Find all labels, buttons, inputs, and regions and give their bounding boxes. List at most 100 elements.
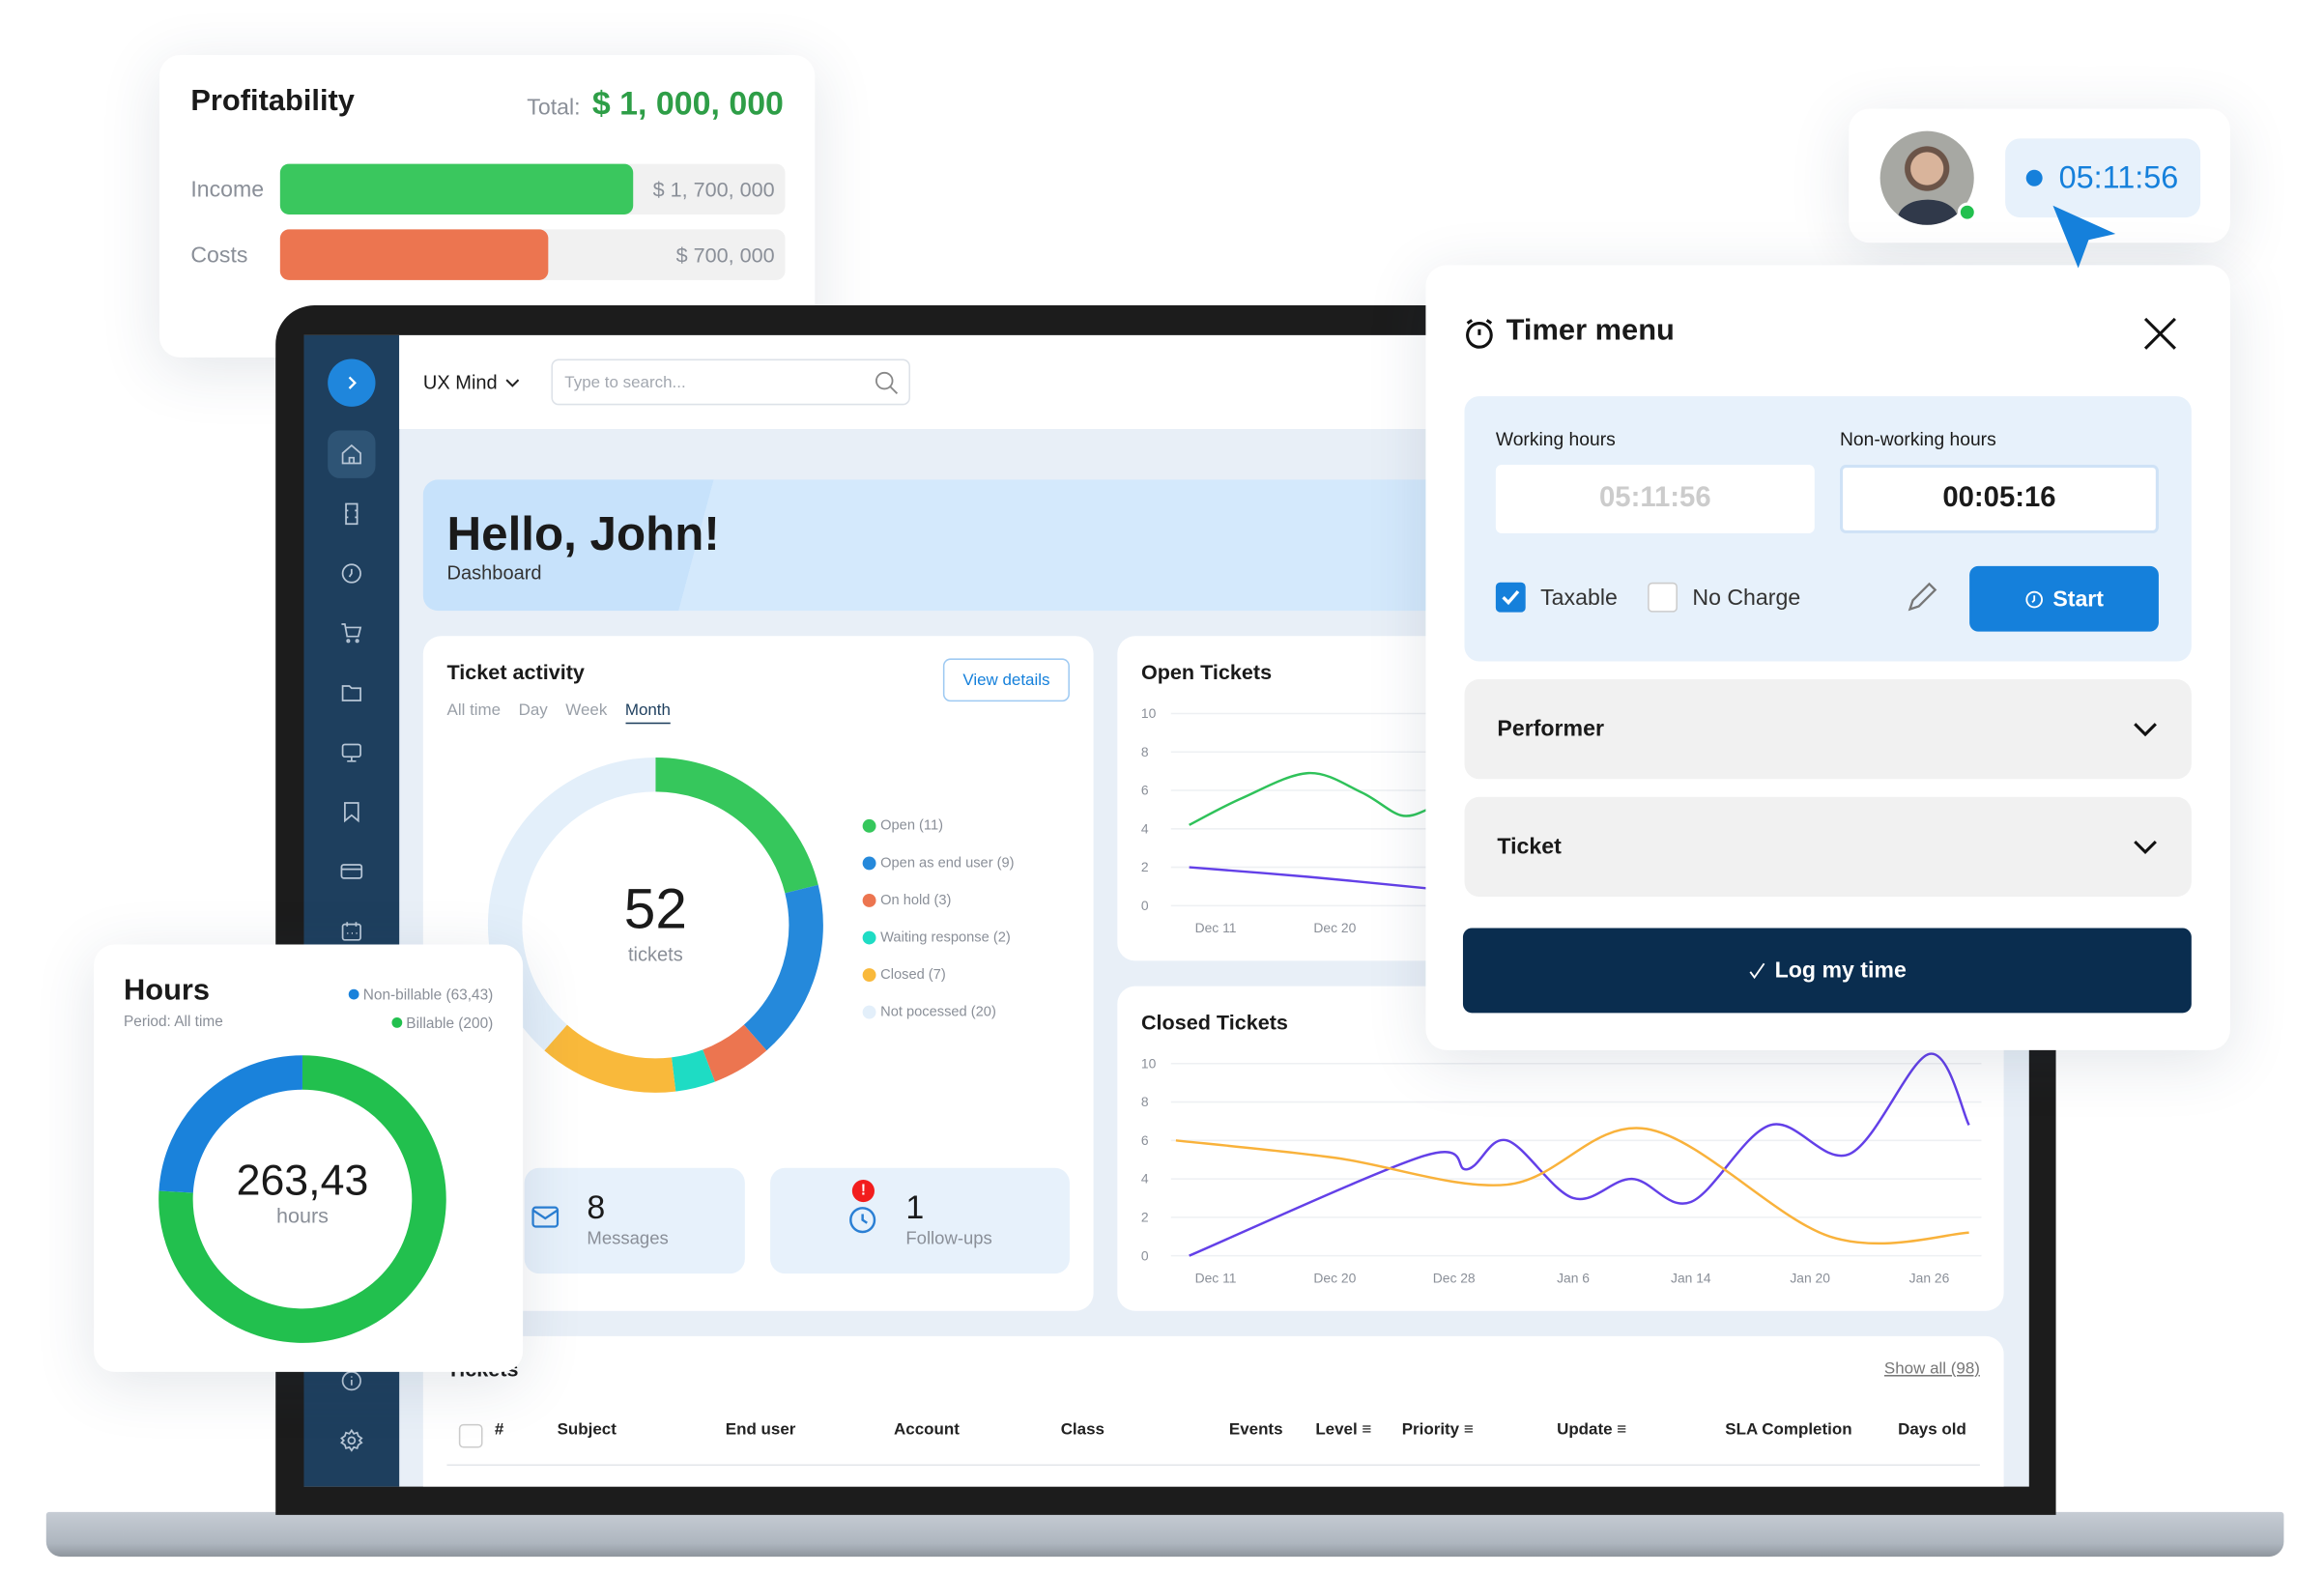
column-header[interactable]: Priority ≡ bbox=[1402, 1421, 1474, 1440]
column-header[interactable]: # bbox=[495, 1421, 503, 1440]
tab-month[interactable]: Month bbox=[624, 701, 671, 725]
y-tick-label: 8 bbox=[1141, 744, 1149, 759]
no-charge-checkbox[interactable] bbox=[1648, 582, 1678, 613]
x-tick-label: Dec 11 bbox=[1195, 1270, 1237, 1285]
pencil-icon[interactable] bbox=[1904, 580, 1939, 615]
legend-label: Not pocessed (20) bbox=[880, 1004, 996, 1021]
alarm-clock-icon bbox=[1466, 319, 1493, 349]
no-charge-label: No Charge bbox=[1692, 585, 1801, 612]
taxable-checkbox[interactable] bbox=[1495, 582, 1526, 613]
tab-day[interactable]: Day bbox=[518, 701, 548, 720]
sidebar-item-monitor[interactable] bbox=[328, 729, 375, 776]
recording-dot bbox=[2025, 169, 2043, 186]
sidebar-item-folder[interactable] bbox=[328, 669, 375, 716]
x-tick-label: Dec 20 bbox=[1313, 1270, 1356, 1285]
ticket-total-unit: tickets bbox=[627, 942, 683, 966]
sidebar-item-ticket[interactable] bbox=[328, 490, 375, 537]
legend-item: Not pocessed (20) bbox=[862, 993, 1015, 1031]
ticket-dropdown[interactable]: Ticket bbox=[1464, 796, 2192, 898]
profit-row-label: Costs bbox=[190, 243, 248, 269]
total-label: Total: bbox=[527, 95, 581, 121]
column-header[interactable]: End user bbox=[726, 1421, 796, 1440]
series-line bbox=[1175, 1127, 1969, 1245]
calendar-icon bbox=[341, 922, 361, 941]
show-all-link[interactable]: Show all (98) bbox=[1883, 1359, 1980, 1379]
close-icon[interactable] bbox=[2142, 316, 2178, 352]
total-value: $ 1, 000, 000 bbox=[591, 84, 784, 123]
column-header[interactable]: Subject bbox=[558, 1421, 617, 1440]
gear-icon bbox=[340, 1428, 363, 1452]
legend-item: Non-billable (63,43) bbox=[348, 982, 493, 1010]
column-header[interactable]: Class bbox=[1061, 1421, 1105, 1440]
column-header[interactable]: Events bbox=[1229, 1421, 1283, 1440]
tab-all-time[interactable]: All time bbox=[446, 701, 502, 720]
legend-label: Non-billable (63,43) bbox=[362, 987, 494, 1005]
profit-bar-fill bbox=[279, 229, 548, 280]
column-header[interactable]: Level ≡ bbox=[1315, 1421, 1371, 1440]
taxable-label: Taxable bbox=[1540, 585, 1618, 612]
tab-week[interactable]: Week bbox=[565, 701, 608, 720]
start-label: Start bbox=[2052, 586, 2105, 612]
x-tick-label: Jan 14 bbox=[1671, 1270, 1711, 1285]
timer-chip[interactable]: 05:11:56 bbox=[2005, 138, 2201, 218]
ticket-legend: Open (11) Open as end user (9) On hold (3)… bbox=[862, 808, 1015, 1031]
table-divider bbox=[446, 1464, 1980, 1467]
nonworking-hours-field[interactable]: 00:05:16 bbox=[1839, 465, 2159, 533]
sidebar-item-cart[interactable] bbox=[328, 610, 375, 657]
view-details-button[interactable]: View details bbox=[942, 658, 1070, 702]
column-label: Account bbox=[894, 1420, 960, 1440]
sidebar-item-card[interactable] bbox=[328, 847, 375, 895]
ticket-activity-card: Ticket activity View details All time Day… bbox=[422, 636, 1094, 1311]
y-tick-label: 4 bbox=[1141, 1171, 1149, 1187]
column-header[interactable]: Update ≡ bbox=[1557, 1421, 1626, 1440]
y-tick-label: 10 bbox=[1141, 1055, 1157, 1071]
select-all-checkbox[interactable] bbox=[458, 1423, 483, 1448]
y-tick-label: 6 bbox=[1141, 783, 1149, 798]
messages-tile[interactable]: 8 Messages bbox=[524, 1167, 745, 1274]
legend-label: Waiting response (2) bbox=[880, 930, 1011, 946]
hours-total: 263,43 bbox=[236, 1157, 369, 1206]
log-my-time-label: Log my time bbox=[1774, 958, 1907, 984]
start-button[interactable]: Start bbox=[1969, 565, 2159, 632]
legend-swatch bbox=[862, 968, 876, 982]
home-icon bbox=[341, 443, 361, 465]
profit-row-label: Income bbox=[190, 177, 265, 203]
column-header[interactable]: Days old bbox=[1898, 1421, 1966, 1440]
x-tick-label: Jan 26 bbox=[1909, 1270, 1950, 1285]
avatar[interactable] bbox=[1879, 130, 1974, 225]
ticket-total: 52 bbox=[623, 878, 687, 942]
column-header[interactable]: SLA Completion bbox=[1725, 1421, 1851, 1440]
hours-card: Hours Period: All time Non-billable (63,… bbox=[94, 944, 524, 1372]
profit-bar-value: $ 1, 700, 000 bbox=[652, 177, 775, 202]
x-tick-label: Jan 20 bbox=[1790, 1270, 1830, 1285]
expand-sidebar-button[interactable] bbox=[328, 358, 376, 407]
working-hours-field[interactable]: 05:11:56 bbox=[1495, 465, 1815, 533]
column-header[interactable]: Account bbox=[894, 1421, 960, 1440]
series-line bbox=[1189, 771, 1428, 826]
legend-label: Open (11) bbox=[880, 817, 944, 835]
ticket-donut-slice bbox=[544, 1024, 676, 1093]
profit-bar-fill bbox=[279, 163, 634, 215]
search-input[interactable]: Type to search... bbox=[551, 358, 910, 406]
followups-tile[interactable]: ! 1 Follow-ups bbox=[770, 1167, 1070, 1274]
y-tick-label: 6 bbox=[1141, 1132, 1149, 1148]
column-label: End user bbox=[725, 1420, 796, 1440]
sidebar-item-clock[interactable] bbox=[328, 550, 375, 597]
ticket-activity-title: Ticket activity bbox=[446, 659, 585, 684]
hours-donut-slice bbox=[158, 1055, 303, 1193]
sidebar-item-calendar[interactable] bbox=[328, 907, 375, 955]
folder-icon bbox=[341, 685, 361, 701]
ticket-label: Ticket bbox=[1497, 834, 1562, 860]
sidebar-item-gear[interactable] bbox=[328, 1416, 375, 1464]
column-label: Class bbox=[1060, 1420, 1105, 1440]
profit-bar-track: $ 700, 000 bbox=[279, 229, 786, 280]
log-my-time-button[interactable]: Log my time bbox=[1462, 928, 2192, 1014]
series-line bbox=[1189, 866, 1428, 890]
profitability-card: Profitability Total: $ 1, 000, 000 Incom… bbox=[158, 55, 816, 358]
sidebar-item-bookmark[interactable] bbox=[328, 788, 375, 836]
workspace-switcher[interactable]: UX Mind bbox=[423, 371, 520, 393]
legend-label: Billable (200) bbox=[406, 1015, 494, 1033]
performer-dropdown[interactable]: Performer bbox=[1464, 679, 2192, 780]
sidebar-item-home[interactable] bbox=[328, 430, 376, 478]
